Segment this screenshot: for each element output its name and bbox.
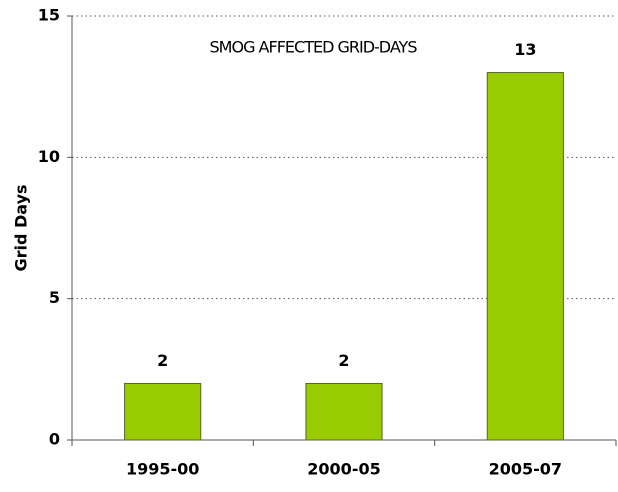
y-tick-label: 5 — [49, 288, 60, 307]
data-label: 2 — [157, 351, 168, 370]
chart-title: SMOG AFFECTED GRID-DAYS — [210, 38, 418, 57]
data-label: 2 — [338, 351, 349, 370]
y-tick-label: 15 — [38, 6, 60, 25]
bar — [305, 382, 383, 441]
y-tick-label: 0 — [49, 430, 60, 449]
y-tick-label: 10 — [38, 147, 60, 166]
bar — [486, 72, 564, 441]
y-axis-label: Grid Days — [12, 184, 31, 271]
x-tick-label: 2000-05 — [307, 460, 380, 479]
data-label: 13 — [514, 40, 536, 59]
x-tick-label: 2005-07 — [489, 460, 562, 479]
x-tick-label: 1995-00 — [126, 460, 199, 479]
bar — [124, 382, 202, 441]
